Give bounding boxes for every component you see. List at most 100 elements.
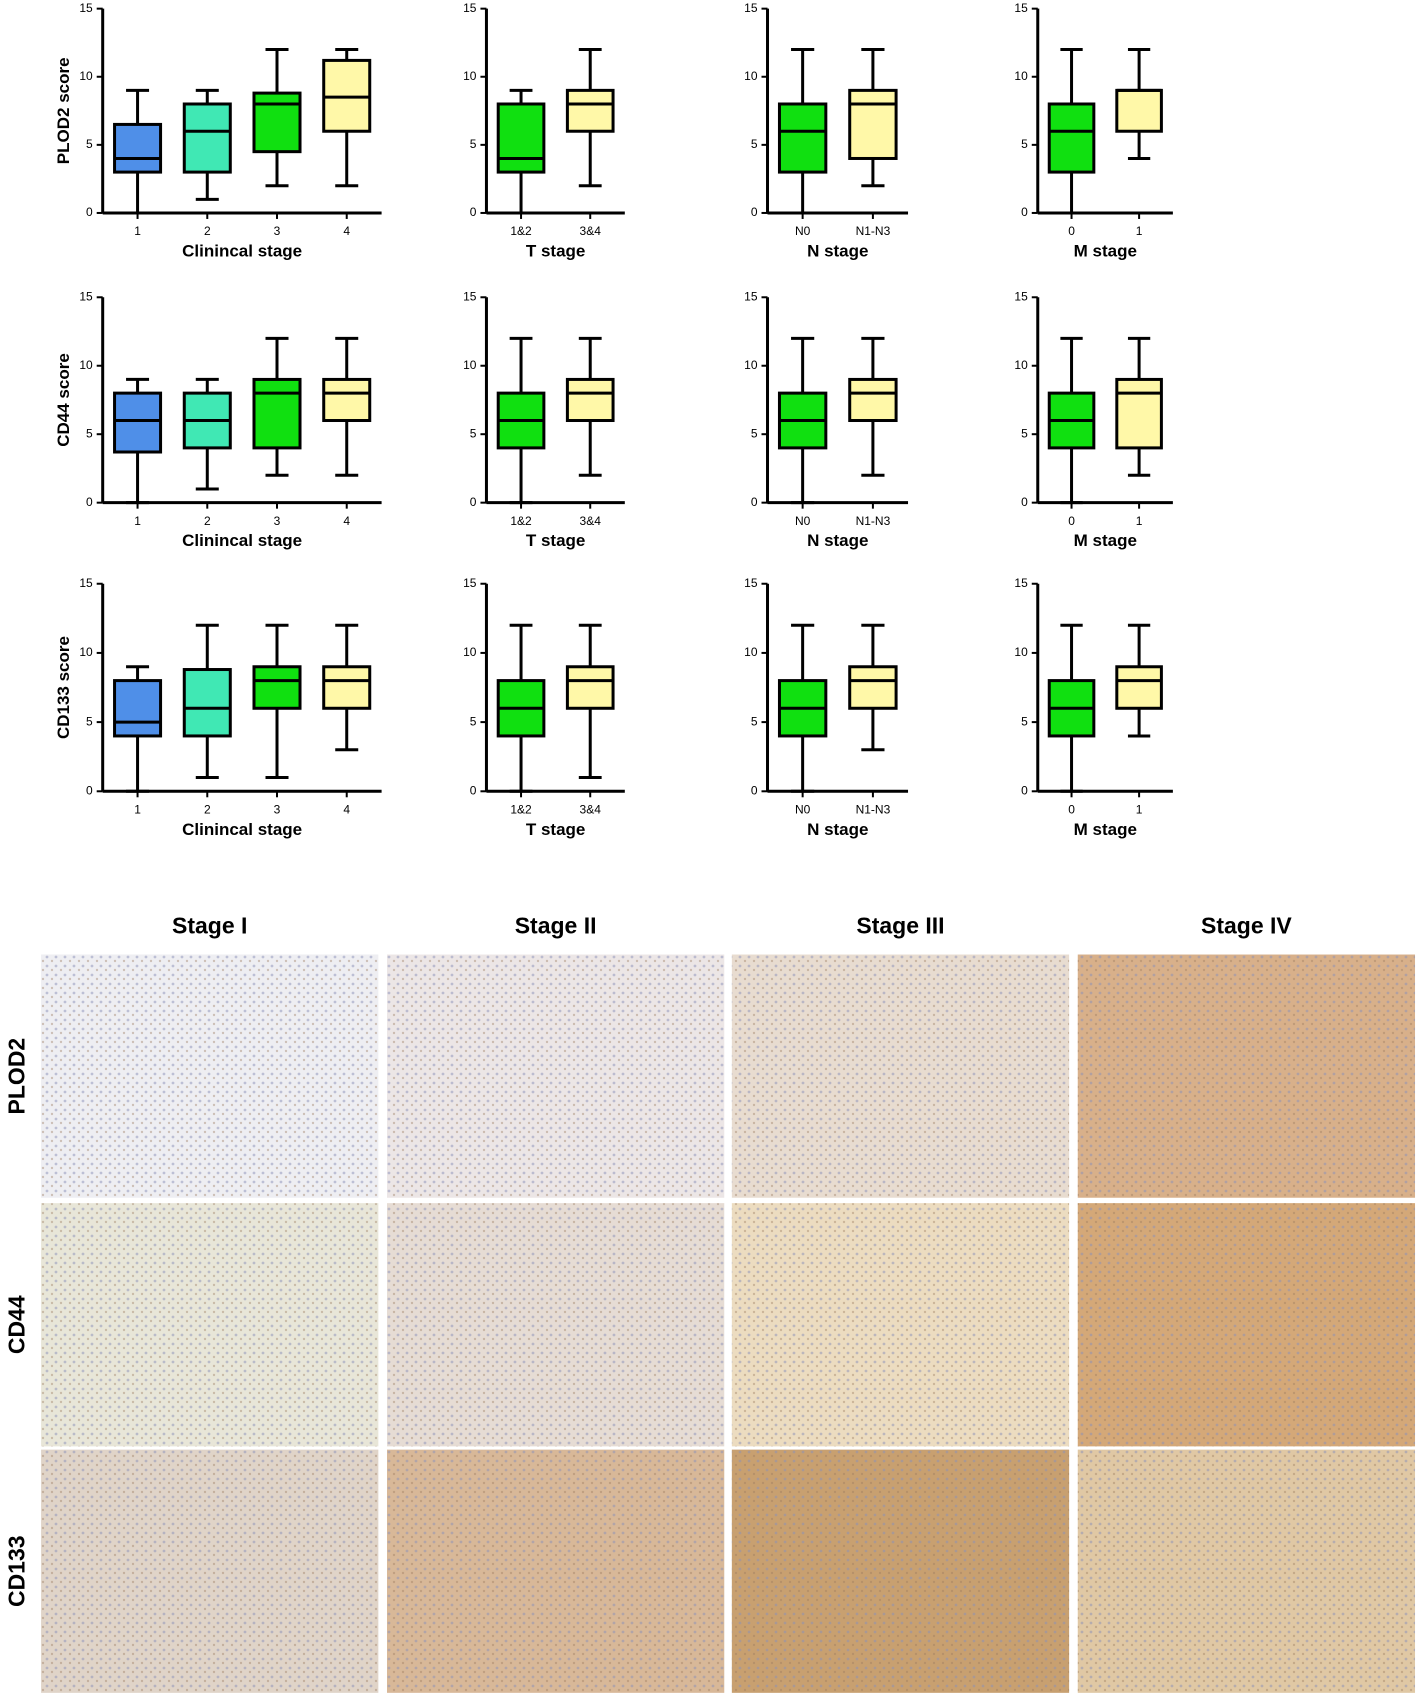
y-tick-label: 5 — [86, 714, 93, 728]
x-tick-label: 3&4 — [580, 224, 602, 238]
box — [565, 88, 615, 133]
x-tick-label: N0 — [795, 514, 811, 528]
y-tick-label: 15 — [1014, 289, 1028, 303]
y-tick-label: 10 — [1014, 645, 1028, 659]
x-tick-label: 3&4 — [580, 514, 602, 528]
micrograph-texture — [41, 1449, 379, 1693]
column-header: Stage I — [172, 913, 247, 939]
x-axis-label: Clinincal stage — [182, 241, 302, 260]
micrograph-texture — [386, 1449, 725, 1693]
y-tick-label: 15 — [463, 576, 477, 590]
y-tick-label: 10 — [463, 69, 477, 83]
y-tick-label: 0 — [86, 205, 93, 219]
y-tick-label: 0 — [751, 495, 758, 509]
micrograph-texture — [1077, 1449, 1416, 1693]
y-tick-label: 5 — [86, 137, 93, 151]
x-axis-label: Clinincal stage — [182, 531, 302, 550]
x-axis-label: M stage — [1074, 531, 1137, 550]
y-tick-label: 10 — [1014, 358, 1028, 372]
y-tick-label: 0 — [470, 205, 477, 219]
x-axis-label: M stage — [1074, 820, 1137, 839]
y-tick-label: 5 — [470, 426, 477, 440]
y-axis-label: PLOD2 score — [54, 57, 73, 164]
y-tick-label: 10 — [79, 358, 93, 372]
y-tick-label: 0 — [1021, 495, 1028, 509]
x-axis-label: M stage — [1074, 241, 1137, 260]
y-tick-label: 10 — [463, 358, 477, 372]
y-tick-label: 15 — [1014, 576, 1028, 590]
y-tick-label: 15 — [1014, 1, 1028, 15]
y-tick-label: 10 — [79, 69, 93, 83]
micrograph-texture — [1077, 954, 1416, 1198]
x-axis-label: T stage — [526, 531, 586, 550]
box — [848, 88, 898, 160]
x-tick-label: 2 — [204, 514, 211, 528]
y-tick-label: 5 — [86, 426, 93, 440]
box — [113, 391, 163, 454]
x-tick-label: 3&4 — [580, 802, 602, 816]
x-tick-label: 1 — [134, 224, 141, 238]
x-tick-label: 3 — [274, 802, 281, 816]
x-tick-label: N0 — [795, 802, 811, 816]
box — [1047, 102, 1096, 174]
x-tick-label: 4 — [343, 514, 350, 528]
row-header: PLOD2 — [3, 1038, 29, 1115]
y-tick-label: 15 — [79, 576, 93, 590]
box — [565, 377, 615, 423]
y-tick-label: 15 — [744, 576, 758, 590]
y-tick-label: 5 — [751, 137, 758, 151]
y-tick-label: 5 — [1021, 137, 1028, 151]
x-tick-label: 1 — [1136, 514, 1143, 528]
y-tick-label: 0 — [751, 783, 758, 797]
x-tick-label: 4 — [343, 224, 350, 238]
y-tick-label: 10 — [79, 645, 93, 659]
x-tick-label: 1 — [134, 802, 141, 816]
x-axis-label: Clinincal stage — [182, 820, 302, 839]
y-tick-label: 0 — [86, 495, 93, 509]
y-tick-label: 0 — [1021, 783, 1028, 797]
box — [322, 377, 372, 423]
y-tick-label: 10 — [744, 69, 758, 83]
x-tick-label: 2 — [204, 224, 211, 238]
x-axis-label: N stage — [807, 531, 868, 550]
x-tick-label: 4 — [343, 802, 350, 816]
x-tick-label: 0 — [1068, 224, 1075, 238]
x-tick-label: 1&2 — [510, 224, 532, 238]
column-header: Stage II — [515, 913, 597, 939]
box — [252, 665, 302, 710]
box — [113, 679, 163, 738]
x-tick-label: 2 — [204, 802, 211, 816]
micrograph-texture — [386, 1203, 725, 1447]
y-axis-label: CD44 score — [54, 353, 73, 447]
x-tick-label: 1 — [134, 514, 141, 528]
x-tick-label: N1-N3 — [856, 802, 891, 816]
box — [182, 668, 232, 738]
x-tick-label: N0 — [795, 224, 811, 238]
x-tick-label: 3 — [274, 514, 281, 528]
y-tick-label: 15 — [744, 1, 758, 15]
x-tick-label: 1 — [1136, 224, 1143, 238]
y-tick-label: 15 — [463, 1, 477, 15]
y-tick-label: 0 — [470, 783, 477, 797]
x-axis-label: T stage — [526, 241, 586, 260]
micrograph-texture — [1077, 1203, 1416, 1447]
box — [252, 377, 302, 450]
y-tick-label: 5 — [1021, 426, 1028, 440]
box — [1115, 377, 1163, 450]
box — [322, 665, 372, 710]
y-tick-label: 10 — [1014, 69, 1028, 83]
y-tick-label: 5 — [751, 714, 758, 728]
x-tick-label: 0 — [1068, 514, 1075, 528]
micrograph-texture — [731, 954, 1070, 1198]
box — [1115, 88, 1163, 133]
micrograph-texture — [731, 1203, 1070, 1447]
x-tick-label: N1-N3 — [856, 514, 891, 528]
y-tick-label: 10 — [744, 358, 758, 372]
x-tick-label: 1 — [1136, 802, 1143, 816]
y-tick-label: 15 — [744, 289, 758, 303]
x-axis-label: T stage — [526, 820, 586, 839]
y-tick-label: 10 — [744, 645, 758, 659]
x-tick-label: N1-N3 — [856, 224, 891, 238]
box — [848, 665, 898, 710]
